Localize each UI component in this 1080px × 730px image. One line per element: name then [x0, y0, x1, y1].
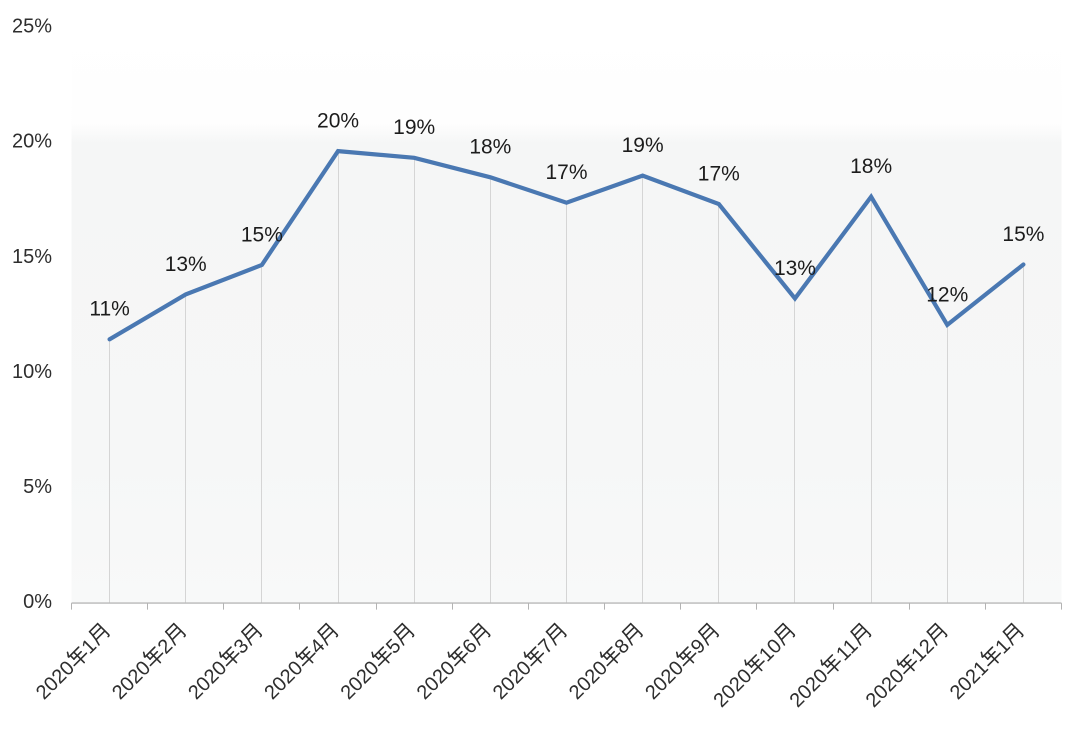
svg-text:20%: 20% [317, 110, 359, 133]
svg-text:13%: 13% [774, 257, 816, 280]
svg-text:15%: 15% [1002, 223, 1044, 246]
svg-text:15%: 15% [241, 223, 283, 246]
svg-text:5%: 5% [23, 476, 52, 498]
svg-text:17%: 17% [698, 162, 740, 185]
svg-text:19%: 19% [622, 134, 664, 157]
svg-text:25%: 25% [12, 15, 52, 37]
svg-text:17%: 17% [545, 161, 587, 184]
svg-text:20%: 20% [12, 131, 52, 153]
svg-text:15%: 15% [12, 246, 52, 268]
svg-text:18%: 18% [469, 136, 511, 159]
svg-text:12%: 12% [926, 283, 968, 306]
svg-text:0%: 0% [23, 591, 52, 613]
svg-text:18%: 18% [850, 155, 892, 178]
svg-text:13%: 13% [165, 253, 207, 276]
svg-text:10%: 10% [12, 361, 52, 383]
svg-text:11%: 11% [89, 298, 129, 321]
svg-text:19%: 19% [393, 116, 435, 139]
